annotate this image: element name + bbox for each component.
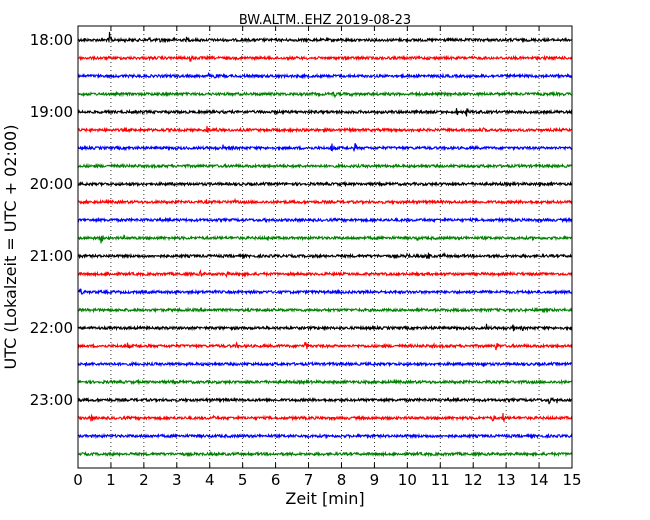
trace-2130 [77,288,573,296]
x-tick-label: 13 [497,471,516,489]
x-tick-label: 3 [172,471,182,489]
x-tick-label: 4 [205,471,215,489]
x-tick-label: 10 [398,471,417,489]
x-tick-label: 1 [106,471,116,489]
y-tick-label: 22:00 [30,319,73,337]
trace-1830 [77,71,573,80]
grid-lines [110,26,540,468]
trace-2115 [77,269,573,279]
trace-1900 [77,108,573,117]
trace-2045 [77,234,573,244]
y-tick-label: 21:00 [30,247,73,265]
y-tick-label: 23:00 [30,391,73,409]
trace-2030 [77,216,573,224]
trace-2330 [77,432,573,440]
axis-ticks: 0 1 2 3 4 5 6 7 8 9 10 11 12 13 14 1518:0019:0020:0021:… [30,26,582,489]
trace-2145 [77,306,573,314]
plot-frame [77,25,573,469]
x-tick-label: 0 [73,471,83,489]
trace-1945 [77,162,573,170]
x-tick-label: 2 [139,471,149,489]
trace-1800 [77,31,573,44]
trace-2200 [77,323,573,332]
trace-2345 [77,450,573,458]
x-tick-label: 7 [304,471,314,489]
x-tick-label: 14 [530,471,549,489]
x-tick-label: 5 [238,471,248,489]
trace-2230 [77,360,573,368]
trace-2245 [77,378,573,386]
trace-2315 [77,413,573,424]
y-axis-label: UTC (Lokalzeit = UTC + 02:00) [1,125,20,370]
x-axis-label: Zeit [min] [285,489,364,508]
trace-1815 [77,54,573,62]
y-tick-label: 20:00 [30,175,73,193]
seismic-traces [77,31,573,458]
x-tick-label: 8 [337,471,347,489]
x-tick-label: 9 [370,471,380,489]
trace-1845 [77,90,573,99]
x-tick-label: 15 [562,471,581,489]
trace-2000 [77,180,573,188]
trace-1915 [77,125,573,134]
y-tick-label: 19:00 [30,103,73,121]
x-tick-label: 6 [271,471,281,489]
trace-2015 [77,197,573,206]
x-tick-label: 11 [431,471,450,489]
trace-2300 [77,396,573,405]
trace-2215 [77,341,573,351]
trace-1930 [77,142,573,153]
x-tick-label: 12 [464,471,483,489]
trace-2100 [77,251,573,260]
chart-title: BW.ALTM..EHZ 2019-08-23 [239,13,411,28]
y-tick-label: 18:00 [30,31,73,49]
